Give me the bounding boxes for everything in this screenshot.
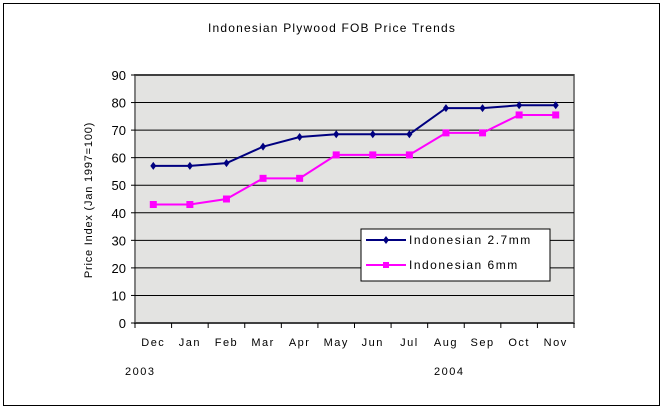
legend: Indonesian 2.7mm Indonesian 6mm [360,228,551,282]
data-point [479,104,486,113]
x-tick-label: Mar [251,337,274,349]
x-tick-label: Dec [141,337,165,349]
series-line-0 [153,104,556,167]
x-tick-label: Oct [508,337,530,349]
data-point [222,195,230,203]
data-point [149,201,157,209]
data-point [259,174,267,182]
legend-marker-square [383,262,389,268]
data-point [406,130,413,139]
x-tick-label: Nov [544,337,568,349]
data-point [296,133,303,141]
data-point [516,101,523,110]
data-point [479,129,487,137]
y-tick-label: 90 [112,68,126,83]
series-line-1 [153,113,556,206]
data-point [552,111,560,119]
chart-title: Indonesian Plywood FOB Price Trends [208,21,456,35]
year-label-2004: 2004 [434,366,464,378]
legend-label-0: Indonesian 2.7mm [409,233,532,247]
y-axis-label: Price Index (Jan 1997=100) [83,122,95,278]
y-tick-label: 20 [112,261,126,276]
y-tick-label: 30 [112,233,126,248]
data-point [260,142,267,151]
plot-area [134,74,575,324]
data-point [333,130,340,139]
data-point [150,161,157,170]
x-tick-label: Jun [362,337,384,349]
y-tick-label: 10 [112,288,126,303]
x-tick-label: May [324,337,349,349]
x-tick-label: Sep [471,337,495,349]
legend-marker-diamond [383,236,389,244]
legend-label-1: Indonesian 6mm [409,258,519,272]
data-point [552,101,559,110]
x-tick-label: Aug [434,337,458,349]
data-point [186,161,193,170]
data-point [223,159,230,168]
y-tick-label: 60 [112,151,126,166]
data-point [296,174,304,182]
y-tick-label: 70 [112,123,126,138]
y-tick-label: 40 [112,206,126,221]
data-point [442,104,449,113]
data-point [186,201,194,209]
data-point [369,130,376,139]
x-tick-label: Jul [400,337,419,349]
data-point [442,129,450,137]
data-point [369,151,377,159]
y-tick-label: 80 [112,96,126,111]
data-point [515,111,523,119]
x-tick-label: Feb [215,337,238,349]
year-label-2003: 2003 [125,366,155,378]
y-tick-label: 0 [119,316,126,331]
x-tick-label: Apr [289,337,311,349]
x-tick-label: Jan [179,337,201,349]
y-tick-label: 50 [112,178,126,193]
data-point [332,151,340,159]
data-point [405,151,413,159]
